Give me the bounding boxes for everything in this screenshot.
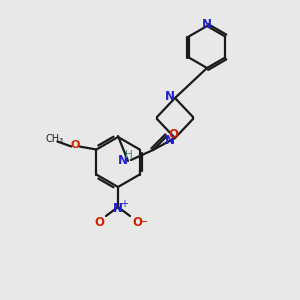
Text: N: N <box>202 19 212 32</box>
Text: CH₃: CH₃ <box>45 134 63 143</box>
Text: −: − <box>139 217 149 227</box>
Text: H: H <box>125 150 133 160</box>
Text: N: N <box>165 134 175 146</box>
Text: O: O <box>132 215 142 229</box>
Text: O: O <box>71 140 80 151</box>
Text: O: O <box>94 215 104 229</box>
Text: N: N <box>113 202 123 215</box>
Text: +: + <box>120 199 128 209</box>
Text: N: N <box>165 89 175 103</box>
Text: N: N <box>118 154 128 166</box>
Text: O: O <box>168 128 178 140</box>
